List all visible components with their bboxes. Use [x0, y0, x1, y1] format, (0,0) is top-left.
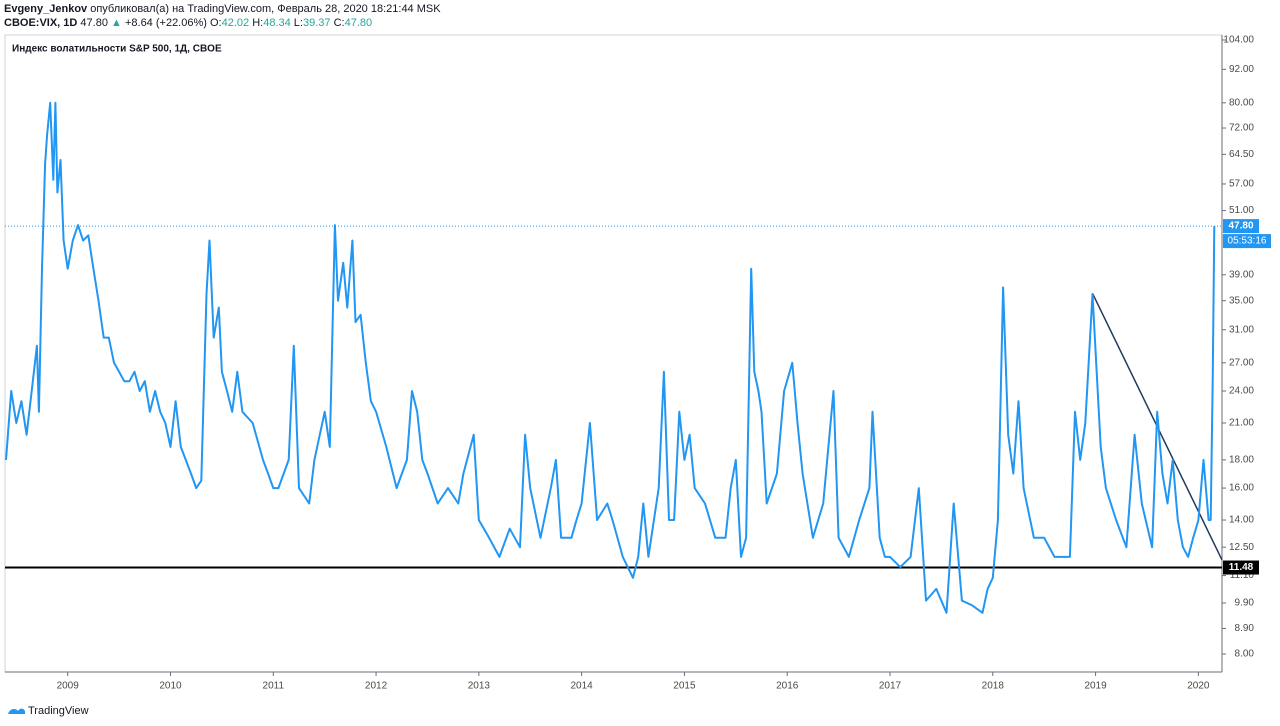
open: 42.02 [221, 17, 250, 29]
x-tick-label: 2019 [1084, 681, 1107, 692]
y-tick-label: 92.00 [1229, 64, 1254, 75]
y-tick-label: 31.00 [1229, 324, 1254, 335]
y-tick-label: 8.90 [1235, 623, 1255, 634]
y-tick-label: 11.10 [1230, 570, 1255, 581]
h-label: H: [252, 17, 264, 29]
publish-line: Evgeny_Jenkov опубликовал(а) на TradingV… [4, 3, 441, 15]
y-tick-label: 12.50 [1229, 542, 1254, 553]
author: Evgeny_Jenkov [4, 3, 88, 15]
last-price-box [1223, 219, 1259, 234]
y-tick-label: 27.00 [1229, 357, 1254, 368]
y-tick-label: 8.00 [1235, 649, 1255, 660]
low: 39.37 [302, 17, 331, 29]
y-tick-label: 9.90 [1235, 598, 1255, 609]
x-tick-label: 2012 [365, 681, 388, 692]
x-tick-label: 2015 [673, 681, 696, 692]
l-label: L: [293, 17, 303, 29]
symbol: CBOE:VIX, 1D [4, 17, 78, 29]
y-tick-label: 24.00 [1229, 386, 1254, 397]
last-price-label: 47.80 [1228, 221, 1253, 232]
y-tick-label: 14.00 [1229, 515, 1254, 526]
y-tick-label: 51.00 [1229, 205, 1254, 216]
published: опубликовал(а) на TradingView.com, Февра… [90, 3, 441, 15]
y-tick-label: 72.00 [1229, 123, 1254, 134]
arrow: ▲ [111, 17, 122, 29]
y-tick-label: 57.00 [1229, 179, 1254, 190]
chart-title: Индекс волатильности S&P 500, 1Д, CBOE [12, 44, 222, 55]
ohlc-line: CBOE:VIX, 1D 47.80 ▲ +8.64 (+22.06%) O:4… [4, 17, 372, 29]
hline-box [1223, 560, 1259, 575]
trend-line [1091, 292, 1223, 561]
hline-label: 11.48 [1229, 562, 1254, 573]
countdown-label: 05:53:16 [1228, 236, 1267, 247]
y-tick-label: 39.00 [1229, 269, 1254, 280]
c-label: C: [333, 17, 345, 29]
y-tick-label: 35.00 [1229, 295, 1254, 306]
o-label: O: [209, 17, 222, 29]
x-tick-label: 2014 [571, 681, 594, 692]
x-tick-label: 2010 [159, 681, 182, 692]
last: 47.80 [80, 17, 108, 29]
change: +8.64 (+22.06%) [124, 17, 207, 29]
close: 47.80 [344, 17, 373, 29]
y-tick-label: 80.00 [1229, 97, 1254, 108]
y-tick-label: 18.00 [1229, 455, 1254, 466]
footer-brand: TradingView [28, 705, 89, 717]
y-tick-label: 64.50 [1229, 149, 1254, 160]
x-tick-label: 2020 [1187, 681, 1210, 692]
vix-line [5, 101, 1216, 614]
high: 48.34 [263, 17, 291, 29]
x-tick-label: 2018 [982, 681, 1005, 692]
countdown-box [1223, 234, 1271, 249]
x-tick-label: 2016 [776, 681, 799, 692]
x-tick-label: 2011 [263, 681, 285, 692]
x-tick-label: 2017 [879, 681, 902, 692]
y-tick-label: 104.00 [1223, 35, 1254, 46]
y-tick-label: 21.00 [1229, 418, 1254, 429]
logo [8, 708, 26, 714]
plot-frame [4, 34, 1223, 673]
x-tick-label: 2009 [57, 681, 80, 692]
y-tick-label: 16.00 [1229, 483, 1254, 494]
x-tick-label: 2013 [468, 681, 491, 692]
